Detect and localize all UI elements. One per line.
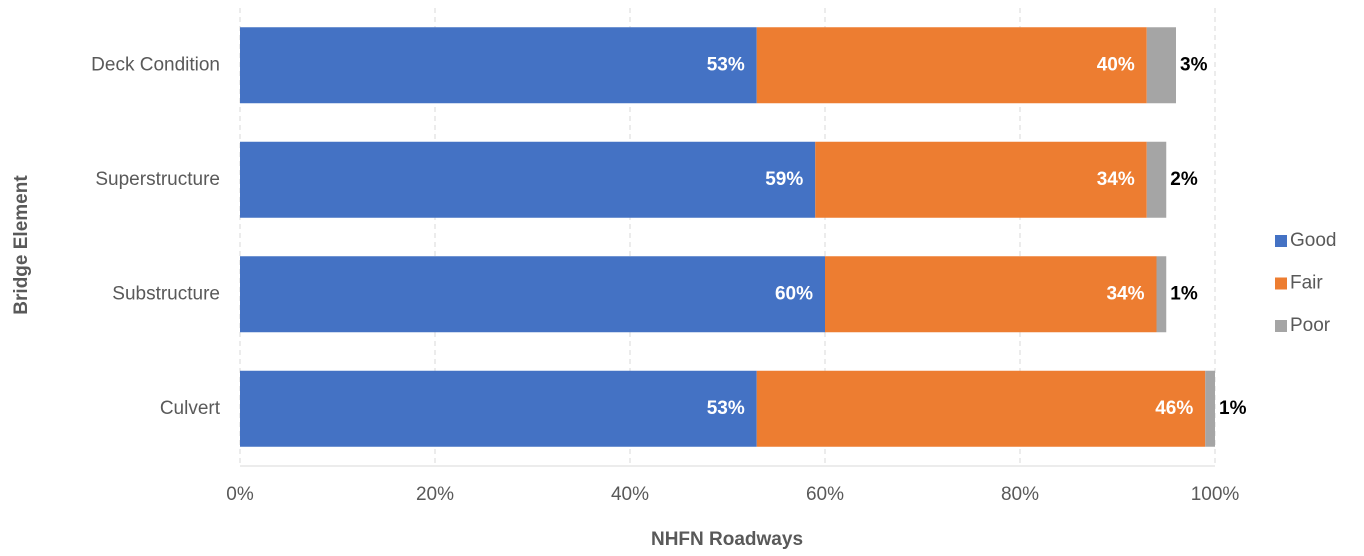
legend-swatch xyxy=(1275,320,1287,332)
value-label: 1% xyxy=(1170,283,1198,304)
value-label: 1% xyxy=(1219,398,1247,419)
value-label: 34% xyxy=(1097,169,1135,190)
x-tick-label: 80% xyxy=(1001,484,1039,505)
value-label: 59% xyxy=(765,169,803,190)
bar-segment xyxy=(240,370,757,447)
legend-label: Poor xyxy=(1290,315,1331,336)
y-axis-title: Bridge Element xyxy=(11,175,32,315)
value-label: 34% xyxy=(1106,283,1144,304)
y-tick-label: Substructure xyxy=(112,283,220,304)
value-label: 53% xyxy=(707,54,745,75)
value-label: 40% xyxy=(1097,54,1135,75)
legend-label: Good xyxy=(1290,230,1336,251)
bar-segment xyxy=(240,141,816,218)
y-tick-label: Superstructure xyxy=(95,169,220,190)
bar-segment xyxy=(1146,141,1167,218)
x-tick-label: 100% xyxy=(1191,484,1240,505)
legend-label: Fair xyxy=(1290,273,1323,294)
value-label: 2% xyxy=(1170,169,1198,190)
y-tick-label: Deck Condition xyxy=(91,54,220,75)
bar-segment xyxy=(756,27,1147,104)
value-label: 60% xyxy=(775,283,813,304)
x-tick-label: 0% xyxy=(226,484,254,505)
x-tick-label: 60% xyxy=(806,484,844,505)
y-tick-label: Culvert xyxy=(160,398,221,419)
bar-segment xyxy=(825,256,1157,333)
value-label: 3% xyxy=(1180,54,1208,75)
bar-segment xyxy=(1156,256,1167,333)
value-label: 53% xyxy=(707,398,745,419)
bar-segment xyxy=(815,141,1147,218)
bar-segment xyxy=(1205,370,1215,447)
bar-segment xyxy=(240,27,757,104)
bar-segment xyxy=(1146,27,1176,104)
bar-segment xyxy=(240,256,825,333)
x-tick-label: 20% xyxy=(416,484,454,505)
legend-swatch xyxy=(1275,277,1287,290)
legend-swatch xyxy=(1275,235,1287,247)
x-axis-title: NHFN Roadways xyxy=(651,529,803,550)
value-label: 46% xyxy=(1155,398,1193,419)
bar-segment xyxy=(756,370,1206,447)
x-tick-label: 40% xyxy=(611,484,649,505)
